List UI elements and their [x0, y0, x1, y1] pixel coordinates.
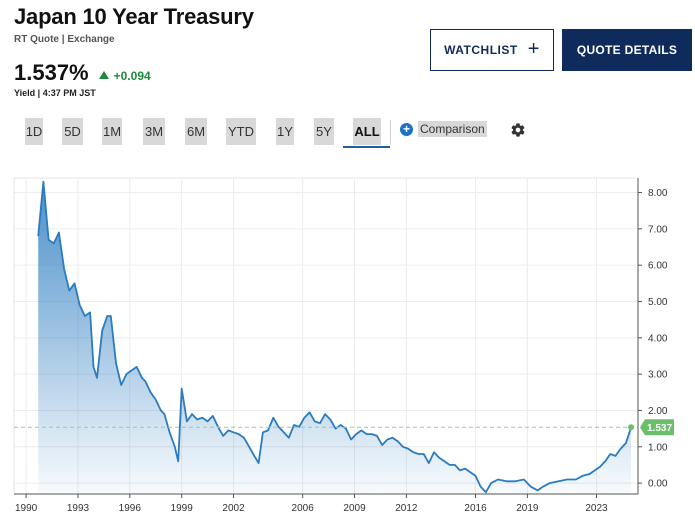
range-6m-button[interactable]: 6M [185, 118, 207, 145]
x-tick-label: 2002 [222, 503, 245, 514]
gear-icon[interactable] [510, 122, 526, 138]
yield-chart: 8.00 7.00 6.00 5.00 4.00 3.00 2.00 1.00 0.00 1990… [0, 168, 695, 528]
range-1y-button[interactable]: 1Y [276, 118, 294, 145]
x-tick-label: 1990 [15, 503, 38, 514]
watchlist-label: WATCHLIST [444, 43, 518, 57]
y-tick-label: 0.00 [648, 479, 668, 490]
price-row: 1.537% +0.094 [14, 60, 151, 86]
active-range-indicator [343, 146, 390, 148]
y-tick-label: 8.00 [648, 188, 668, 199]
chart-labels: 8.00 7.00 6.00 5.00 4.00 3.00 2.00 1.00 0.00 1990… [15, 188, 674, 514]
yield-timestamp: Yield | 4:37 PM JST [14, 88, 96, 98]
series-area [38, 181, 632, 494]
toolbar-divider [390, 120, 391, 144]
range-all-button[interactable]: ALL [353, 118, 381, 145]
x-tick-label: 1993 [67, 503, 90, 514]
y-tick-label: 5.00 [648, 297, 668, 308]
y-tick-label: 3.00 [648, 370, 668, 381]
chart-axes [14, 178, 642, 498]
y-tick-label: 2.00 [648, 406, 668, 417]
change-text: +0.094 [113, 69, 151, 83]
x-tick-label: 2023 [585, 503, 608, 514]
y-tick-label: 4.00 [648, 333, 668, 344]
quote-details-button[interactable]: QUOTE DETAILS [562, 29, 692, 71]
plus-icon: + [527, 38, 540, 60]
range-5d-button[interactable]: 5D [62, 118, 83, 145]
last-value-dot [628, 424, 635, 431]
quote-meta: RT Quote | Exchange [14, 34, 115, 45]
change-value: +0.094 [98, 69, 151, 83]
x-tick-label: 2006 [292, 503, 315, 514]
y-tick-label: 6.00 [648, 261, 668, 272]
y-tick-label: 1.00 [648, 442, 668, 453]
range-ytd-button[interactable]: YTD [226, 118, 256, 145]
x-tick-label: 1996 [119, 503, 142, 514]
page-title: Japan 10 Year Treasury [14, 4, 254, 29]
last-value-label: 1.537 [647, 423, 672, 434]
range-1d-button[interactable]: 1D [25, 118, 43, 145]
time-range-bar: 1D 5D 1M 3M 6M YTD 1Y 5Y ALL + Compariso… [0, 116, 695, 150]
up-arrow-icon [98, 71, 109, 79]
x-tick-label: 2012 [395, 503, 418, 514]
x-tick-label: 2009 [343, 503, 366, 514]
range-1m-button[interactable]: 1M [102, 118, 122, 145]
last-value-badge [640, 419, 674, 436]
comparison-label: Comparison [418, 121, 487, 137]
quote-details-label: QUOTE DETAILS [576, 43, 678, 57]
comparison-button[interactable]: + Comparison [400, 121, 487, 137]
series-line [37, 180, 632, 494]
y-tick-label: 7.00 [648, 224, 668, 235]
x-tick-label: 1999 [171, 503, 194, 514]
range-3m-button[interactable]: 3M [143, 118, 165, 145]
chart-svg: 8.00 7.00 6.00 5.00 4.00 3.00 2.00 1.00 0.00 1990… [13, 177, 674, 514]
range-5y-button[interactable]: 5Y [314, 118, 334, 145]
current-yield: 1.537% [14, 60, 89, 85]
chart-area-layer [14, 180, 638, 494]
x-tick-label: 2019 [516, 503, 539, 514]
x-tick-label: 2016 [464, 503, 487, 514]
watchlist-button[interactable]: WATCHLIST + [430, 29, 554, 71]
add-circle-icon: + [400, 122, 413, 136]
